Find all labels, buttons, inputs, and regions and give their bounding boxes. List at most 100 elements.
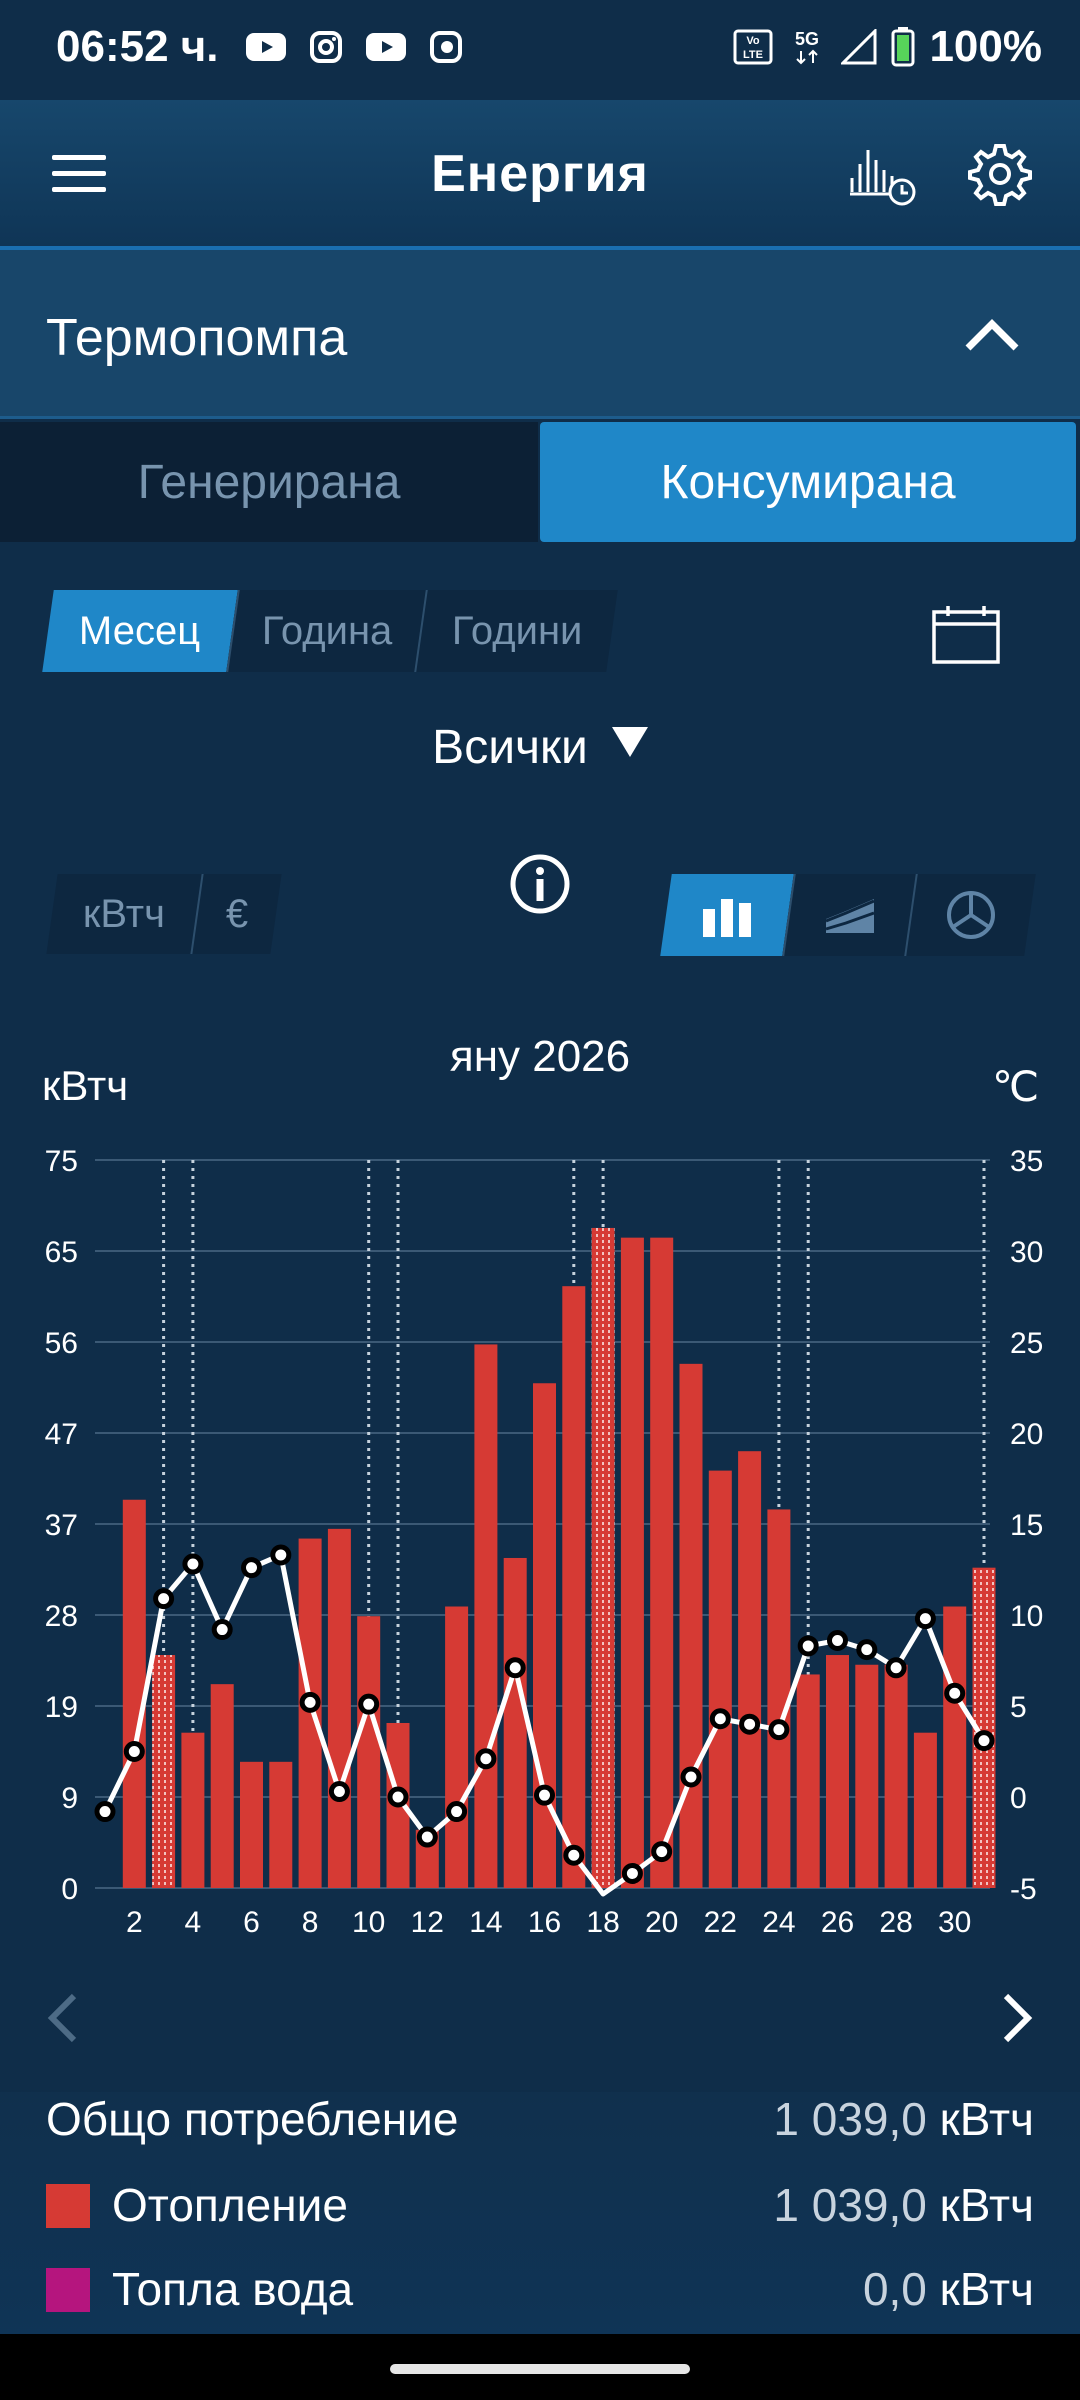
temperature-point xyxy=(358,1693,380,1715)
summary-total-number: 1 039,0 xyxy=(773,2093,927,2145)
x-tick-label: 16 xyxy=(528,1906,561,1939)
temperature-point xyxy=(944,1682,966,1704)
bar xyxy=(855,1664,879,1888)
chevron-up-icon[interactable] xyxy=(962,314,1022,354)
history-icon[interactable] xyxy=(848,142,918,206)
filter-dropdown[interactable]: Всички xyxy=(0,720,1080,775)
tab-generated[interactable]: Генерирана xyxy=(0,422,538,542)
bar xyxy=(269,1761,293,1888)
svg-text:LTE: LTE xyxy=(743,49,763,61)
bar xyxy=(826,1655,849,1888)
bar xyxy=(708,1470,732,1888)
y-tick-label-right: 10 xyxy=(1010,1600,1043,1633)
menu-icon[interactable] xyxy=(52,155,106,192)
y-tick-label-right: 25 xyxy=(1010,1327,1043,1360)
gear-icon[interactable] xyxy=(968,142,1032,206)
summary-total-value: 1 039,0 кВтч xyxy=(773,2092,1034,2146)
bar xyxy=(474,1344,498,1888)
next-month-arrow-icon[interactable] xyxy=(996,1990,1040,2046)
heating-legend-swatch xyxy=(46,2184,90,2228)
tab-hours[interactable]: Години xyxy=(414,590,618,672)
unit-eur-button[interactable]: € xyxy=(190,874,282,954)
temperature-point xyxy=(973,1730,995,1752)
temperature-point xyxy=(885,1657,907,1679)
svg-text:5G: 5G xyxy=(795,29,819,49)
tab-hours-label: Години xyxy=(451,608,583,653)
bar-chart-button[interactable] xyxy=(660,874,794,956)
tab-month[interactable]: Месец xyxy=(42,590,238,672)
temperature-point xyxy=(475,1748,497,1770)
temperature-point xyxy=(270,1544,292,1566)
x-tick-label: 14 xyxy=(469,1906,502,1939)
calendar-icon[interactable] xyxy=(930,604,1002,666)
x-tick-label: 2 xyxy=(126,1906,143,1939)
battery-level: 100% xyxy=(929,22,1042,71)
summary-total-unit: кВтч xyxy=(939,2093,1034,2145)
summary-heating-unit: кВтч xyxy=(939,2179,1034,2231)
bar xyxy=(679,1363,703,1888)
app-bar: Енергия xyxy=(0,100,1080,250)
tab-consumed[interactable]: Консумирана xyxy=(540,422,1076,542)
filter-selected: Всички xyxy=(432,721,588,774)
y-axis-label-left: кВтч xyxy=(42,1062,129,1109)
bar xyxy=(943,1606,967,1888)
temperature-point xyxy=(241,1557,262,1579)
y-tick-label-right: 5 xyxy=(1010,1691,1027,1724)
bar xyxy=(122,1499,146,1888)
summary-hot-water-unit: кВтч xyxy=(939,2263,1034,2315)
x-tick-label: 8 xyxy=(302,1906,319,1939)
y-tick-label-left: 0 xyxy=(61,1873,78,1906)
instagram-icon xyxy=(310,31,342,63)
bar xyxy=(562,1286,586,1888)
bar xyxy=(240,1761,263,1888)
info-icon[interactable] xyxy=(508,852,572,916)
section-header[interactable]: Термопомпа xyxy=(0,250,1080,419)
bar xyxy=(298,1538,322,1888)
bar xyxy=(650,1237,674,1888)
temperature-point xyxy=(504,1657,526,1679)
system-nav-bar xyxy=(0,2334,1080,2400)
pie-chart-button[interactable] xyxy=(904,874,1036,956)
temperature-point xyxy=(768,1719,790,1741)
prev-month-arrow-icon[interactable] xyxy=(40,1990,84,2046)
y-tick-label-left: 19 xyxy=(45,1691,78,1724)
area-chart-button[interactable] xyxy=(782,874,916,956)
pie-chart-icon xyxy=(947,891,995,939)
youtube-icon xyxy=(246,33,286,61)
temperature-point xyxy=(416,1826,438,1848)
unit-kwh-label: кВтч xyxy=(82,891,165,936)
bar xyxy=(913,1732,937,1888)
x-tick-label: 12 xyxy=(411,1906,444,1939)
status-time: 06:52 ч. xyxy=(56,22,219,71)
section-title: Термопомпа xyxy=(46,309,348,367)
temperature-point xyxy=(563,1844,585,1866)
y-tick-label-right: 30 xyxy=(1010,1236,1043,1269)
temperature-point xyxy=(739,1713,761,1735)
chart-title: яну 2026 xyxy=(449,1032,631,1081)
x-tick-label: 10 xyxy=(352,1906,385,1939)
tab-year[interactable]: Година xyxy=(226,590,426,672)
bar xyxy=(972,1567,996,1888)
y-tick-label-right: 20 xyxy=(1010,1418,1043,1451)
bar xyxy=(767,1509,791,1888)
temperature-point xyxy=(856,1639,878,1661)
summary-total-label: Общо потребление xyxy=(46,2093,459,2145)
home-gesture-pill[interactable] xyxy=(390,2364,690,2374)
temperature-point xyxy=(328,1781,350,1803)
bar xyxy=(738,1451,762,1888)
bar-chart-icon xyxy=(703,899,751,937)
y-tick-label-right: 15 xyxy=(1010,1509,1043,1542)
x-tick-label: 20 xyxy=(645,1906,678,1939)
temperature-point xyxy=(153,1588,175,1610)
x-tick-label: 4 xyxy=(185,1906,202,1939)
temperature-point xyxy=(387,1786,409,1808)
y-tick-label-left: 56 xyxy=(45,1327,78,1360)
area-chart-icon xyxy=(825,899,875,933)
y-tick-label-left: 28 xyxy=(45,1600,78,1633)
signal-icon xyxy=(841,29,877,65)
unit-kwh-button[interactable]: кВтч xyxy=(46,874,202,954)
x-tick-label: 18 xyxy=(586,1906,619,1939)
bar xyxy=(620,1237,644,1888)
unit-eur-label: € xyxy=(225,891,249,936)
summary-row-heating: Отопление 1 039,0 кВтч xyxy=(0,2178,1080,2248)
